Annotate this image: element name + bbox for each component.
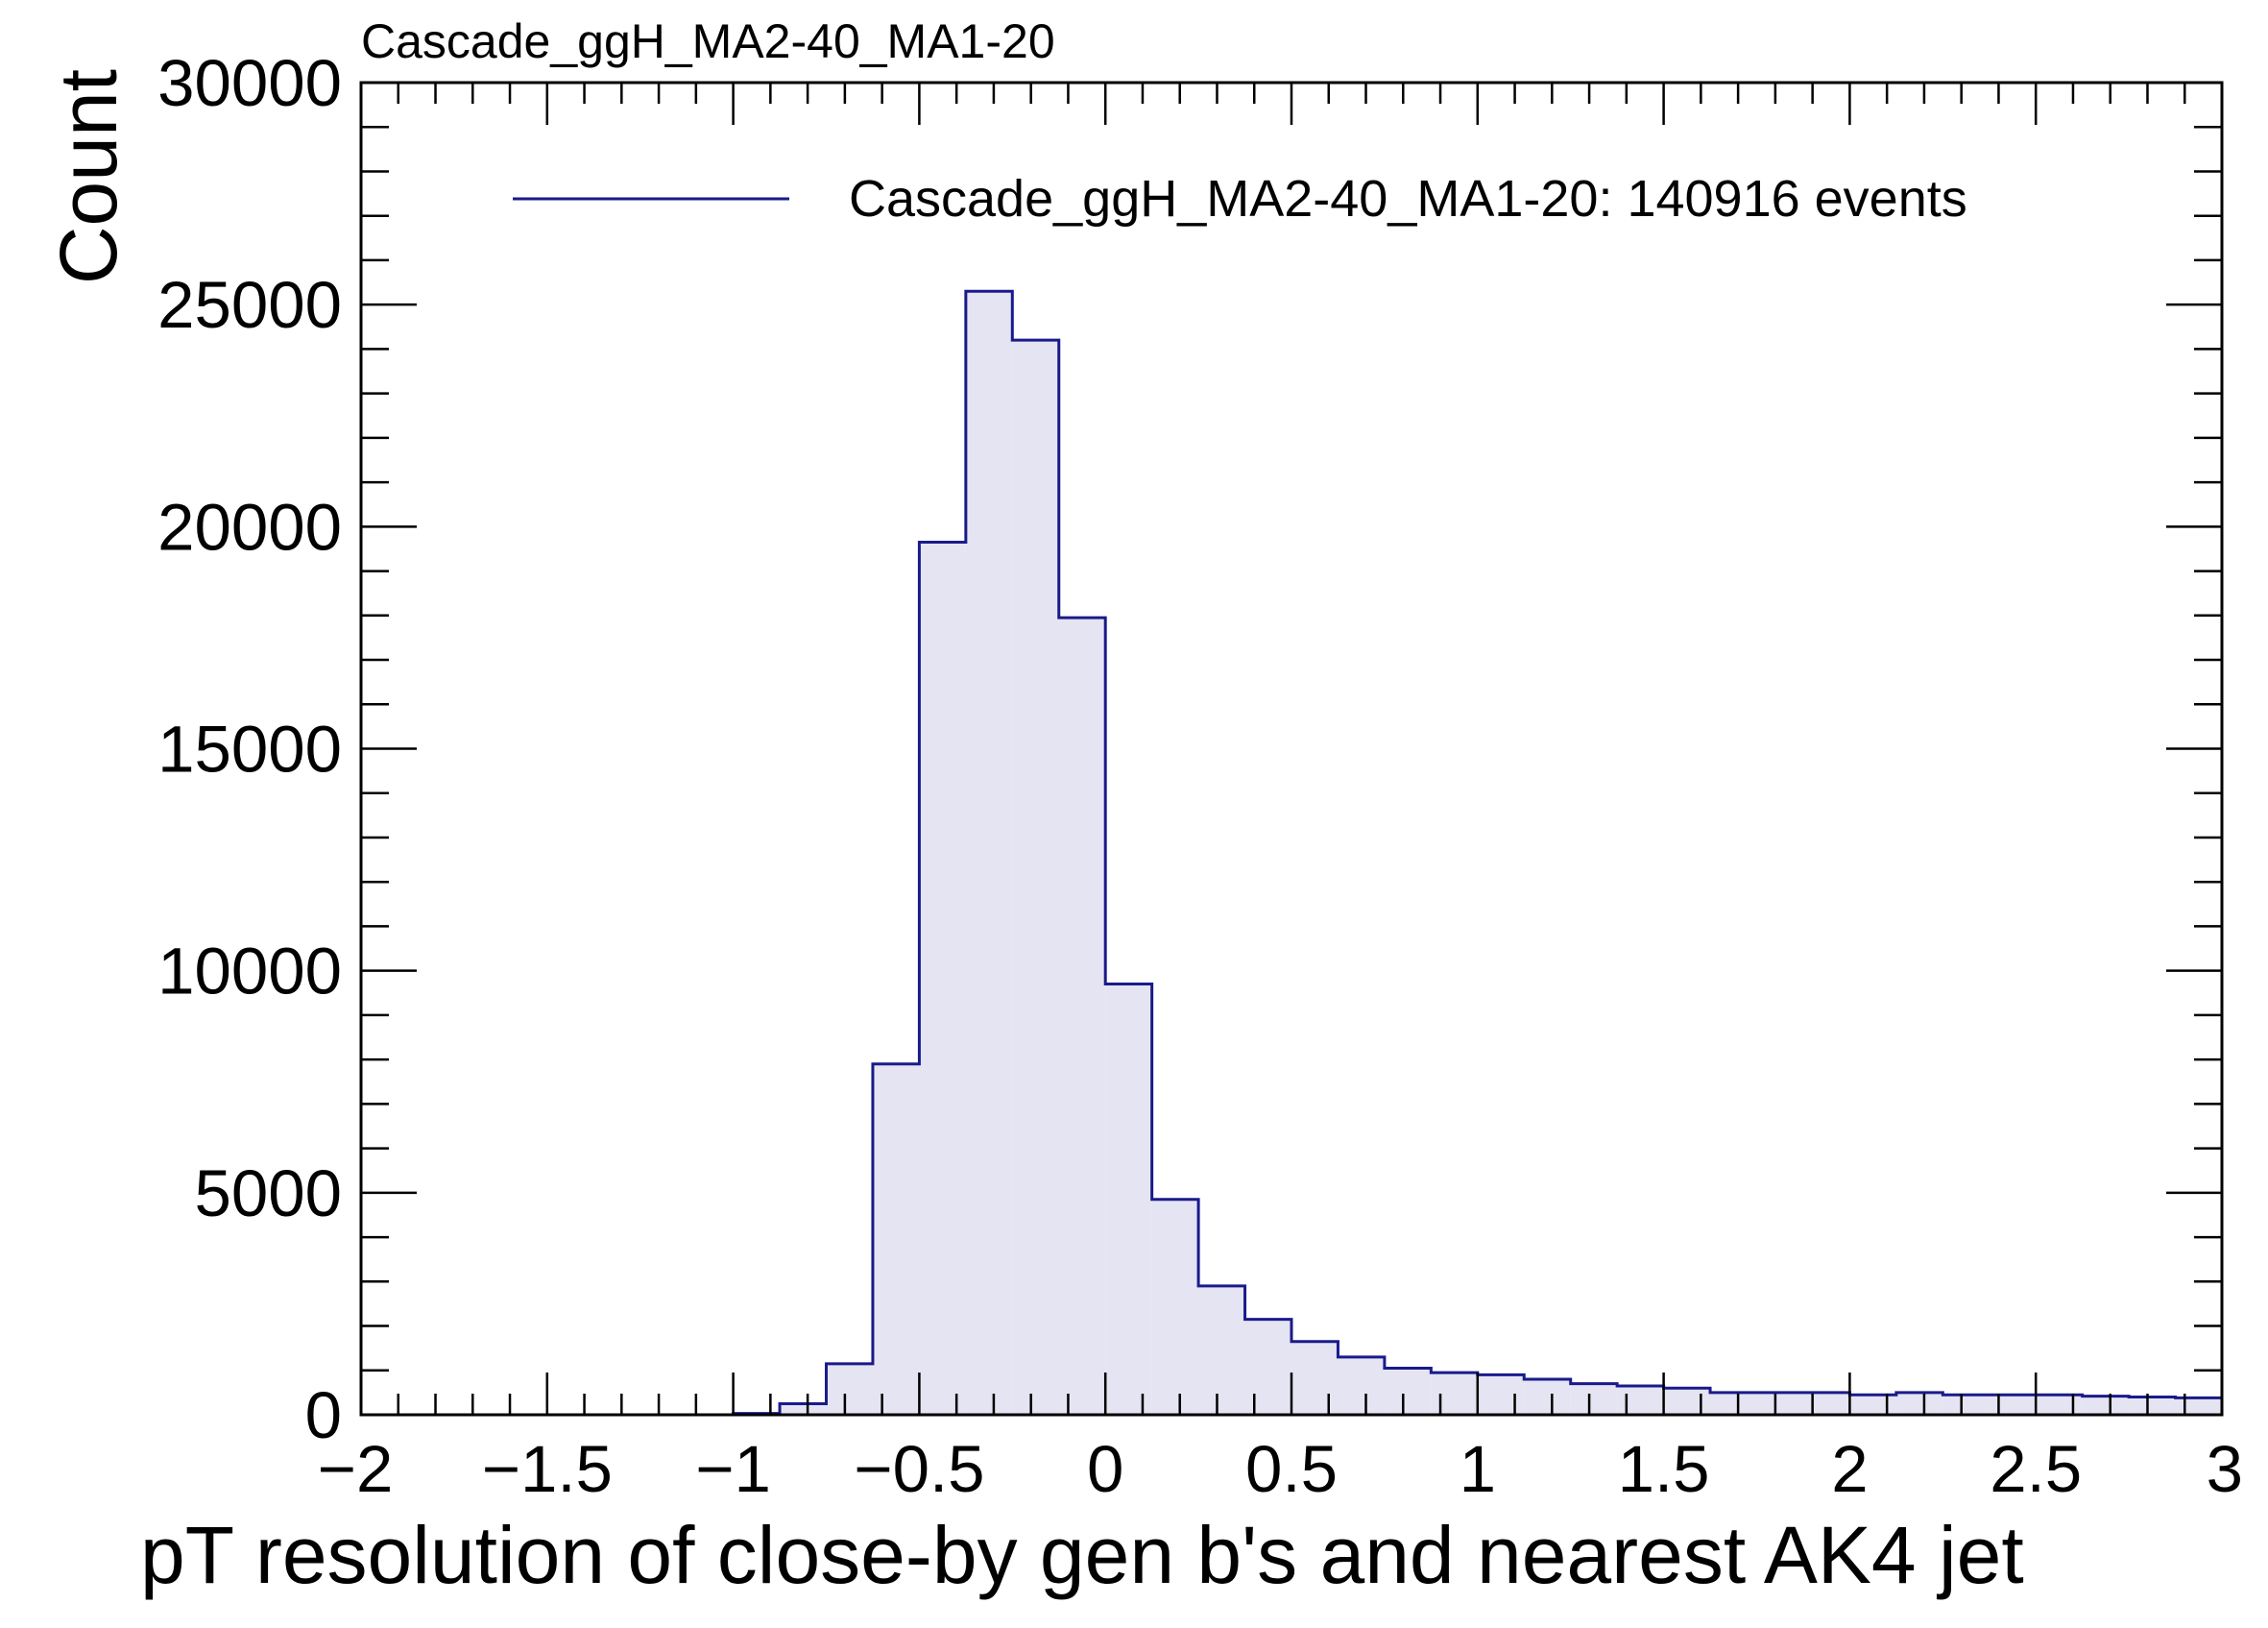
y-tick-label: 15000 [157, 713, 342, 787]
x-tick-label: 0.5 [1245, 1432, 1338, 1506]
histogram-layer [361, 289, 2224, 1417]
x-tick-label: −0.5 [854, 1432, 984, 1506]
histogram-bin [872, 1063, 920, 1415]
x-tick-label: 0 [1087, 1432, 1123, 1506]
histogram-bin [1012, 340, 1059, 1415]
histogram-bin [1942, 1395, 1990, 1415]
histogram-bin [2082, 1396, 2130, 1415]
chart-title: Cascade_ggH_MA2-40_MA1-20 [361, 14, 1055, 68]
histogram-bin [1617, 1385, 1664, 1415]
y-axis-title: Count [43, 69, 133, 284]
histogram-bin [1105, 984, 1152, 1415]
histogram-bin [826, 1363, 873, 1415]
x-tick-label: 2.5 [1990, 1432, 2082, 1506]
histogram-bin [1244, 1319, 1291, 1415]
y-tick-label: 5000 [195, 1156, 343, 1230]
histogram-bin [1151, 1199, 1199, 1415]
x-tick-label: −2 [318, 1432, 394, 1506]
histogram-bin [1524, 1379, 1571, 1415]
histogram-bin [1989, 1395, 2037, 1415]
histogram-bin [2036, 1395, 2083, 1415]
legend-label: Cascade_ggH_MA2-40_MA1-20: 140916 events [849, 170, 1967, 228]
histogram-bin [1663, 1388, 1711, 1415]
x-tick-label: 3 [2207, 1432, 2243, 1506]
x-tick-label: −1 [695, 1432, 771, 1506]
histogram-bin [919, 542, 966, 1415]
histogram-bin [1477, 1374, 1525, 1415]
histogram-bin [1291, 1341, 1339, 1415]
histogram-bin [1756, 1392, 1803, 1415]
y-tick-label: 10000 [157, 935, 342, 1008]
histogram-bin [780, 1403, 827, 1415]
histogram-bin [1198, 1285, 1245, 1415]
histogram-bin [1058, 618, 1106, 1415]
plot-frame [359, 81, 2224, 1417]
histogram-bin [1710, 1392, 1757, 1415]
x-tick-label: 2 [1831, 1432, 1868, 1506]
histogram-bin [1431, 1373, 1478, 1415]
histogram-bin [1802, 1392, 1850, 1415]
y-tick-label: 20000 [157, 490, 342, 564]
y-tick-label: 0 [305, 1378, 342, 1452]
y-tick-label: 30000 [157, 46, 342, 120]
histogram-bin [1895, 1392, 1943, 1415]
legend: Cascade_ggH_MA2-40_MA1-20: 140916 events [513, 170, 1967, 228]
histogram-bin [965, 291, 1013, 1416]
histogram-bin [1384, 1368, 1432, 1415]
histogram-bin [2129, 1397, 2176, 1415]
x-tick-label: 1.5 [1618, 1432, 1710, 1506]
histogram-bin [1338, 1356, 1385, 1415]
x-tick-label: 1 [1460, 1432, 1496, 1506]
histogram-bin [1570, 1383, 1618, 1415]
tick-labels: −2 −1.5 −1 −0.5 0 0.5 1 1.5 2 2.5 3 0 5000 10000 15000… [157, 46, 2243, 1506]
x-tick-label: −1.5 [482, 1432, 613, 1506]
histogram-outline [361, 289, 2224, 1417]
histogram-bin [2175, 1397, 2222, 1415]
y-tick-label: 25000 [157, 268, 342, 342]
histogram-bin [1849, 1395, 1896, 1415]
x-axis-title: pT resolution of close-by gen b's and ne… [140, 1510, 2024, 1600]
axis-ticks [359, 81, 2224, 1417]
